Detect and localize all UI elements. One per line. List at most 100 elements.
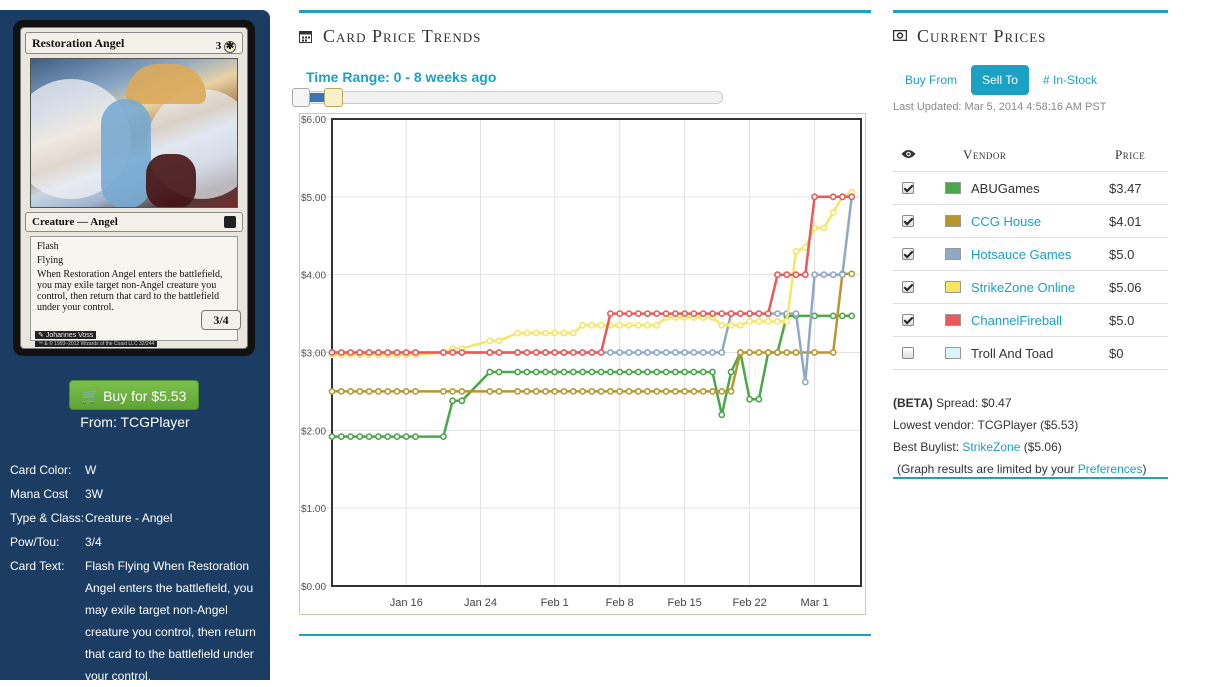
data-point	[718, 321, 726, 329]
vendor-toggle-checkbox[interactable]	[902, 347, 914, 359]
data-point	[644, 368, 651, 376]
data-point	[365, 349, 373, 356]
info-row-color: Card Color: W	[10, 458, 265, 482]
data-point	[736, 321, 744, 329]
vendor-name: ABUGames	[971, 180, 1040, 196]
data-point	[356, 433, 364, 440]
data-point	[792, 247, 800, 255]
data-point	[829, 271, 837, 279]
data-point	[783, 349, 791, 356]
data-point	[486, 349, 494, 356]
card-ability-flash: Flash	[37, 241, 59, 252]
card-sidebar: Restoration Angel 3 ✱ Creature — Angel F…	[0, 10, 270, 683]
graph-note-end: )	[1142, 462, 1147, 476]
data-point	[579, 321, 586, 329]
data-point	[439, 387, 447, 395]
data-point	[764, 317, 772, 325]
data-point	[347, 349, 354, 356]
data-point	[458, 349, 466, 356]
data-point	[560, 329, 568, 337]
slider-handle-end[interactable]	[324, 88, 343, 107]
y-tick-label: $0.00	[301, 582, 326, 593]
vendor-name[interactable]: CCG House	[971, 213, 1042, 229]
data-point	[625, 310, 633, 317]
data-point	[746, 349, 753, 356]
card-ability-flying: Flying	[37, 255, 64, 266]
data-point	[486, 337, 494, 345]
x-tick-label: Mar 1	[801, 597, 829, 609]
slider-handle-start[interactable]	[292, 88, 310, 107]
buy-button-label: Buy for $5.53	[103, 388, 187, 404]
vendor-toggle-checkbox[interactable]	[902, 182, 914, 194]
vendor-name: Troll And Toad	[971, 345, 1054, 361]
data-point	[634, 387, 642, 395]
data-point	[681, 368, 689, 376]
data-point	[523, 387, 531, 395]
vendor-row: StrikeZone Online $5.06	[893, 271, 1168, 304]
vendor-table: Vendor Price ABUGames $3.47 CCG House $4.01…	[893, 138, 1168, 370]
tab-in-stock[interactable]: # In-Stock	[1042, 73, 1098, 87]
data-point	[848, 193, 856, 201]
data-point	[560, 368, 568, 376]
data-point	[746, 317, 753, 325]
vendor-toggle-checkbox[interactable]	[902, 281, 914, 293]
eye-icon	[893, 147, 945, 162]
chart-series	[328, 188, 856, 440]
info-key: Type & Class:	[10, 511, 85, 525]
vendor-toggle-checkbox[interactable]	[902, 248, 914, 260]
data-point	[393, 387, 401, 395]
info-row-text: Card Text: Flash Flying When Restoration …	[10, 554, 265, 687]
data-point	[736, 349, 744, 356]
vendor-color-swatch	[945, 215, 961, 227]
data-point	[820, 271, 828, 279]
buy-button[interactable]: 🛒 Buy for $5.53	[69, 380, 199, 410]
info-value: Creature - Angel	[85, 511, 173, 525]
data-point	[551, 329, 559, 337]
vendor-toggle-checkbox[interactable]	[902, 314, 914, 326]
data-point	[811, 224, 818, 232]
time-range-slider[interactable]	[292, 88, 723, 107]
data-point	[653, 310, 661, 317]
vendor-price: $5.0	[1109, 246, 1135, 262]
info-value: 3W	[85, 487, 103, 501]
info-value: Flash Flying When Restoration Angel ente…	[85, 559, 256, 683]
vendor-name[interactable]: Hotsauce Games	[971, 246, 1072, 262]
data-point	[486, 387, 494, 395]
data-point	[774, 310, 781, 317]
data-point	[792, 349, 800, 356]
last-updated: Last Updated: Mar 5, 2014 4:58:16 AM PST	[893, 101, 1107, 113]
series-channelfireball	[328, 193, 856, 356]
data-point	[375, 433, 382, 440]
data-point	[551, 387, 559, 395]
tab-sell-to[interactable]: Sell To	[971, 65, 1029, 95]
vendor-color-swatch	[945, 347, 961, 359]
data-point	[671, 387, 679, 395]
data-point	[792, 310, 800, 317]
data-point	[829, 312, 837, 320]
tab-buy-from[interactable]: Buy From	[904, 73, 957, 87]
info-row-type: Type & Class: Creature - Angel	[10, 506, 265, 530]
data-point	[625, 321, 633, 329]
vendor-toggle-checkbox[interactable]	[902, 215, 914, 227]
vendor-row: Hotsauce Games $5.0	[893, 238, 1168, 271]
data-point	[402, 433, 410, 440]
vendor-name[interactable]: ChannelFireball	[971, 312, 1063, 328]
data-point	[755, 310, 763, 317]
data-point	[801, 378, 809, 386]
graph-note: (Graph results are limited by your Prefe…	[893, 458, 1168, 480]
data-point	[393, 349, 401, 356]
best-buylist-link[interactable]: StrikeZone	[962, 440, 1021, 454]
vendor-price: $5.0	[1109, 312, 1135, 328]
trends-title: Card Price Trends	[323, 25, 482, 46]
data-point	[783, 271, 791, 279]
data-point	[588, 387, 596, 395]
data-point	[365, 433, 373, 440]
data-point	[532, 368, 540, 376]
series-line	[332, 314, 852, 438]
preferences-link[interactable]: Preferences	[1077, 462, 1143, 476]
data-point	[606, 368, 614, 376]
data-point	[634, 349, 642, 356]
data-point	[616, 387, 624, 395]
vendor-name[interactable]: StrikeZone Online	[971, 279, 1076, 295]
data-point	[532, 349, 540, 356]
